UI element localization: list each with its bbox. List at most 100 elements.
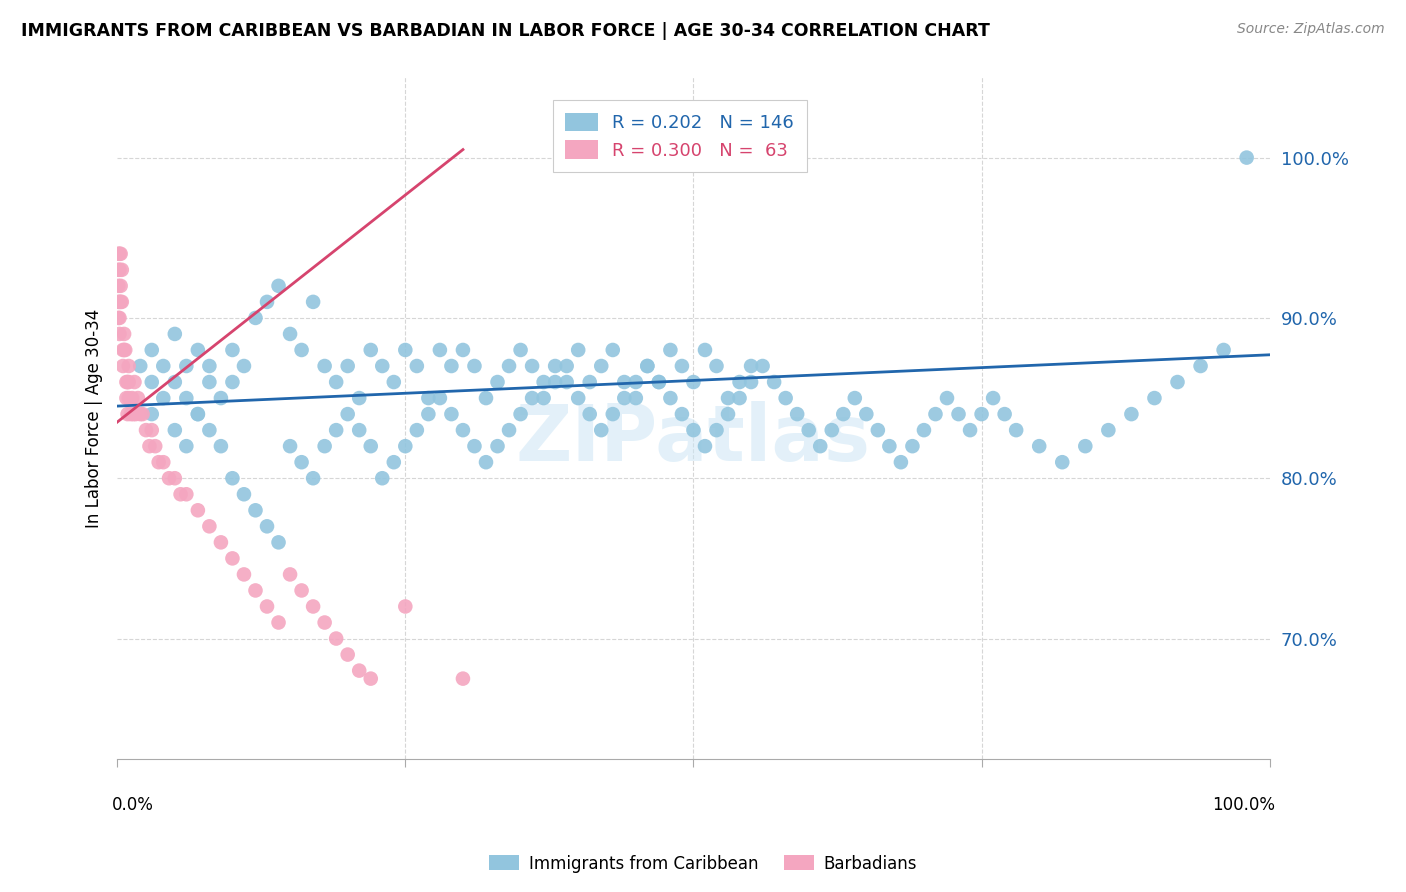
Point	[544, 359, 567, 373]
Point	[138, 439, 160, 453]
Point	[1212, 343, 1234, 357]
Point	[763, 375, 786, 389]
Point	[135, 423, 157, 437]
Point	[509, 407, 531, 421]
Point	[108, 247, 131, 261]
Point	[567, 343, 589, 357]
Legend: Immigrants from Caribbean, Barbadians: Immigrants from Caribbean, Barbadians	[482, 848, 924, 880]
Point	[152, 359, 174, 373]
Point	[821, 423, 844, 437]
Point	[394, 599, 416, 614]
Point	[1028, 439, 1050, 453]
Point	[291, 583, 314, 598]
Point	[970, 407, 993, 421]
Point	[382, 375, 405, 389]
Point	[740, 359, 762, 373]
Point	[176, 439, 198, 453]
Point	[256, 599, 278, 614]
Point	[111, 262, 134, 277]
Point	[1189, 359, 1212, 373]
Point	[347, 391, 370, 405]
Point	[1236, 151, 1258, 165]
Point	[486, 439, 509, 453]
Point	[1097, 423, 1119, 437]
Point	[129, 407, 152, 421]
Point	[291, 343, 314, 357]
Point	[429, 343, 451, 357]
Point	[347, 664, 370, 678]
Point	[245, 310, 267, 325]
Point	[1166, 375, 1188, 389]
Point	[209, 391, 232, 405]
Point	[278, 326, 301, 341]
Point	[118, 375, 141, 389]
Point	[728, 391, 751, 405]
Point	[706, 359, 728, 373]
Point	[221, 343, 243, 357]
Point	[163, 423, 186, 437]
Point	[671, 359, 693, 373]
Point	[648, 375, 671, 389]
Point	[110, 247, 132, 261]
Point	[163, 326, 186, 341]
Point	[578, 375, 600, 389]
Text: IMMIGRANTS FROM CARIBBEAN VS BARBADIAN IN LABOR FORCE | AGE 30-34 CORRELATION CH: IMMIGRANTS FROM CARIBBEAN VS BARBADIAN I…	[21, 22, 990, 40]
Point	[717, 391, 740, 405]
Point	[107, 262, 129, 277]
Legend: R = 0.202   N = 146, R = 0.300   N =  63: R = 0.202 N = 146, R = 0.300 N = 63	[553, 100, 807, 172]
Point	[169, 487, 191, 501]
Point	[129, 359, 152, 373]
Point	[706, 423, 728, 437]
Point	[221, 375, 243, 389]
Point	[111, 359, 134, 373]
Point	[498, 359, 520, 373]
Point	[533, 375, 555, 389]
Point	[440, 407, 463, 421]
Point	[118, 391, 141, 405]
Point	[451, 672, 474, 686]
Point	[671, 407, 693, 421]
Point	[221, 551, 243, 566]
Point	[141, 423, 163, 437]
Point	[117, 375, 139, 389]
Point	[148, 455, 170, 469]
Point	[107, 310, 129, 325]
Point	[855, 407, 877, 421]
Point	[740, 375, 762, 389]
Point	[405, 423, 427, 437]
Point	[981, 391, 1004, 405]
Point	[613, 375, 636, 389]
Point	[256, 519, 278, 533]
Point	[418, 391, 440, 405]
Point	[141, 375, 163, 389]
Point	[325, 375, 347, 389]
Point	[110, 294, 132, 309]
Point	[107, 294, 129, 309]
Point	[176, 359, 198, 373]
Point	[256, 294, 278, 309]
Text: 0.0%: 0.0%	[111, 797, 153, 814]
Point	[533, 391, 555, 405]
Point	[1074, 439, 1097, 453]
Point	[659, 343, 682, 357]
Point	[187, 407, 209, 421]
Point	[336, 648, 359, 662]
Point	[682, 375, 704, 389]
Point	[808, 439, 831, 453]
Point	[1052, 455, 1074, 469]
Point	[117, 407, 139, 421]
Point	[107, 278, 129, 293]
Point	[314, 615, 336, 630]
Point	[115, 375, 138, 389]
Point	[176, 391, 198, 405]
Point	[111, 343, 134, 357]
Point	[127, 391, 149, 405]
Point	[221, 471, 243, 485]
Point	[924, 407, 946, 421]
Point	[245, 583, 267, 598]
Point	[440, 359, 463, 373]
Point	[371, 359, 394, 373]
Point	[936, 391, 959, 405]
Point	[121, 391, 143, 405]
Point	[141, 343, 163, 357]
